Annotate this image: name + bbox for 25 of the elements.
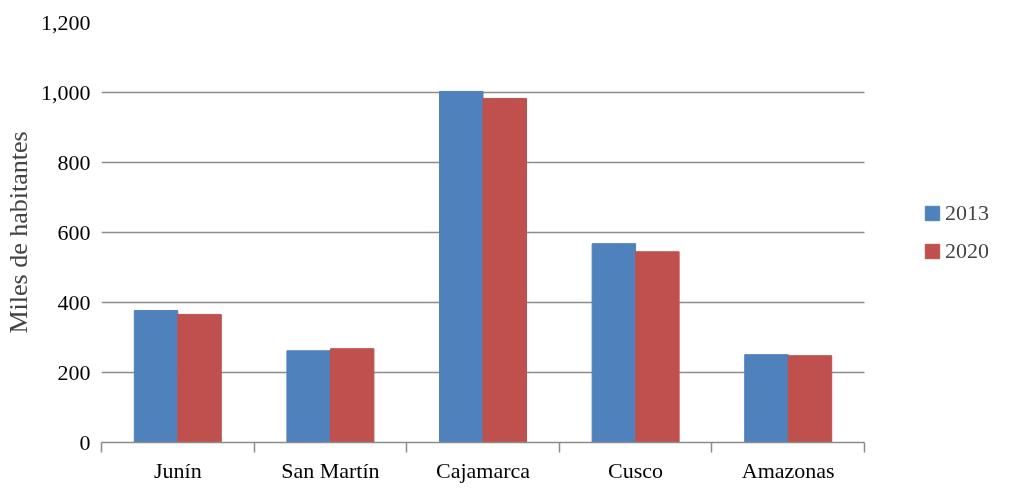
x-tick-label: Cusco <box>608 457 664 483</box>
y-tick-label: 400 <box>57 289 91 315</box>
bar <box>635 251 680 443</box>
x-tick-label: Cajamarca <box>435 457 531 483</box>
y-tick-label: 1,000 <box>41 79 91 105</box>
bar <box>482 97 528 443</box>
y-tick-label: 1,200 <box>41 9 91 35</box>
bar <box>787 355 833 443</box>
legend-label: 2020 <box>945 238 989 264</box>
bar <box>439 90 484 443</box>
y-tick-label: 600 <box>57 219 91 245</box>
bar <box>329 348 375 443</box>
bar <box>744 354 789 443</box>
bar <box>133 310 179 443</box>
legend-label: 2013 <box>945 200 989 226</box>
bar <box>591 243 637 443</box>
bar <box>177 313 222 443</box>
x-tick-label: Amazonas <box>741 457 835 483</box>
y-axis-title: Miles de habitantes <box>4 131 33 334</box>
y-tick-label: 800 <box>57 149 91 175</box>
x-tick-label: San Martín <box>281 457 380 483</box>
y-tick-label: 200 <box>57 359 91 385</box>
x-tick-label: Junín <box>153 457 202 483</box>
bar <box>286 350 331 443</box>
y-tick-label: 0 <box>79 429 91 455</box>
